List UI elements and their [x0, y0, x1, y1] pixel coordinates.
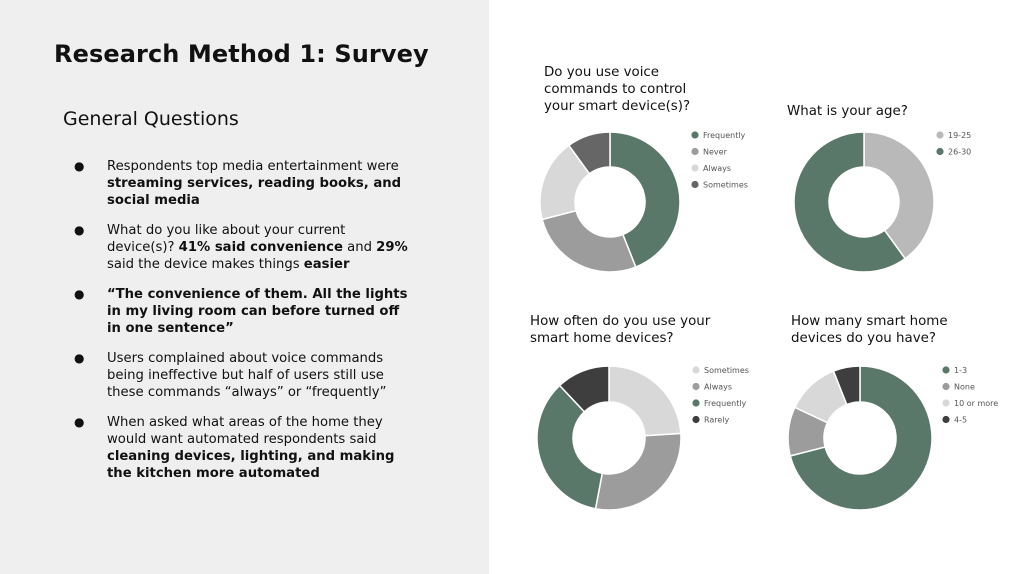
legend-swatch — [691, 147, 699, 156]
bullet-text: and — [342, 240, 377, 255]
pie-slice-never — [541, 209, 637, 273]
bullet-text: said the device makes things — [107, 257, 304, 272]
pie-slice-sometimes — [608, 365, 682, 437]
chart-title-age: What is your age? — [787, 104, 908, 119]
legend-swatch — [942, 399, 950, 407]
bullet-text: easier — [303, 257, 350, 272]
pie-slice-19-25 — [863, 131, 935, 260]
slide-title: Research Method 1: Survey — [54, 40, 429, 68]
pie-slice-26-30 — [793, 131, 907, 273]
legend-label: Never — [703, 148, 728, 157]
legend-swatch — [936, 147, 944, 156]
legend-label: 4-5 — [954, 416, 967, 425]
bullet-item: ● “The convenience of them. All the light… — [72, 286, 417, 337]
bullet-text: streaming services, reading books, and s… — [107, 176, 402, 208]
legend-swatch — [692, 382, 700, 391]
legend-label: 19-25 — [948, 131, 971, 140]
bullet-text: cleaning devices, lighting, and making t… — [107, 449, 395, 481]
legend-label: 10 or more — [954, 399, 998, 408]
legend-swatch — [692, 366, 700, 374]
legend-swatch — [942, 415, 950, 424]
bullet-item: ● Respondents top media entertainment wer… — [72, 158, 417, 209]
legend-label: Frequently — [703, 131, 746, 140]
legend-label: 1-3 — [954, 366, 967, 375]
pie-slice-1-3 — [789, 365, 933, 511]
section-subtitle: General Questions — [63, 108, 239, 130]
bullet-list: ● Respondents top media entertainment wer… — [72, 158, 417, 495]
legend-swatch — [691, 131, 699, 139]
pie-slice-frequently — [536, 384, 604, 510]
bullet-item: ● What do you like about your current dev… — [72, 222, 417, 273]
pie-slice-4-5 — [832, 365, 861, 406]
bullet-text: What do you like about your current devi… — [107, 223, 346, 255]
bullet-text: Respondents top media entertainment were — [107, 159, 399, 174]
legend-label: Sometimes — [704, 366, 749, 375]
chart-title-voice-commands: Do you use voice commands to control you… — [544, 65, 691, 114]
left-panel — [0, 0, 489, 574]
chart-title-usage-frequency: How often do you use your smart home dev… — [530, 314, 711, 346]
legend-swatch — [692, 399, 700, 407]
legend-swatch — [692, 415, 700, 424]
legend-label: Always — [704, 383, 732, 392]
bullet-text: When asked what areas of the home they w… — [107, 415, 383, 447]
legend-label: 26-30 — [948, 148, 971, 157]
legend-swatch — [691, 164, 699, 172]
pie-slice-always — [594, 432, 682, 511]
legend-swatch — [942, 382, 950, 391]
bullet-marker: ● — [74, 159, 85, 173]
legend-label: Always — [703, 164, 731, 173]
bullet-text: Users complained about voice commands be… — [107, 351, 387, 400]
pie-slice-frequently — [609, 131, 681, 269]
chart-title-device-count: How many smart home devices do you have? — [791, 314, 948, 346]
bullet-marker: ● — [74, 415, 85, 429]
bullet-marker: ● — [74, 223, 85, 237]
pie-slice-rarely — [558, 365, 610, 413]
legend-swatch — [936, 131, 944, 139]
bullet-text: “The convenience of them. All the lights… — [107, 287, 408, 336]
legend-label: Sometimes — [703, 181, 748, 190]
legend-swatch — [942, 366, 950, 374]
legend-label: None — [954, 383, 975, 392]
bullet-text: 29% — [376, 240, 408, 255]
legend-label: Rarely — [704, 416, 730, 425]
bullet-item: ● Users complained about voice commands b… — [72, 350, 417, 401]
bullet-text: 41% said convenience — [178, 240, 343, 255]
legend-swatch — [691, 180, 699, 189]
charts-canvas: Frequently Never Always Sometimes 19-25 26-30… — [536, 131, 998, 511]
bullet-item: ● When asked what areas of the home they … — [72, 414, 417, 482]
bullet-marker: ● — [74, 351, 85, 365]
legend-label: Frequently — [704, 399, 747, 408]
bullet-marker: ● — [74, 287, 85, 301]
pie-slice-sometimes — [567, 131, 611, 175]
